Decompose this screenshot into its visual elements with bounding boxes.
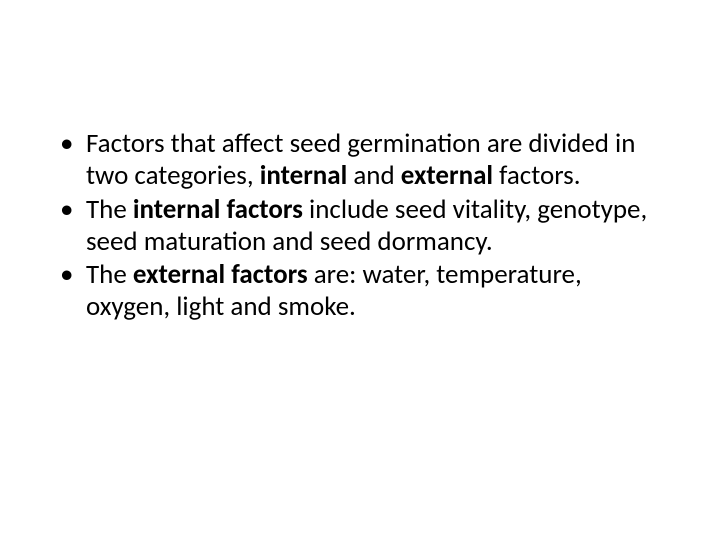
text-run: external bbox=[401, 159, 493, 192]
text-run: and bbox=[347, 159, 401, 192]
text-run: factors. bbox=[493, 159, 581, 192]
text-run: The bbox=[86, 193, 133, 226]
text-run: The bbox=[86, 258, 133, 291]
bullet-item: Factors that affect seed germination are… bbox=[56, 128, 664, 192]
slide: Factors that affect seed germination are… bbox=[0, 0, 720, 540]
bullet-item: The internal factors include seed vitali… bbox=[56, 194, 664, 258]
text-run: internal factors bbox=[133, 193, 303, 226]
bullet-item: The external factors are: water, tempera… bbox=[56, 259, 664, 323]
bullet-list: Factors that affect seed germination are… bbox=[56, 128, 664, 323]
text-run: internal bbox=[260, 159, 348, 192]
text-run: external factors bbox=[133, 258, 308, 291]
